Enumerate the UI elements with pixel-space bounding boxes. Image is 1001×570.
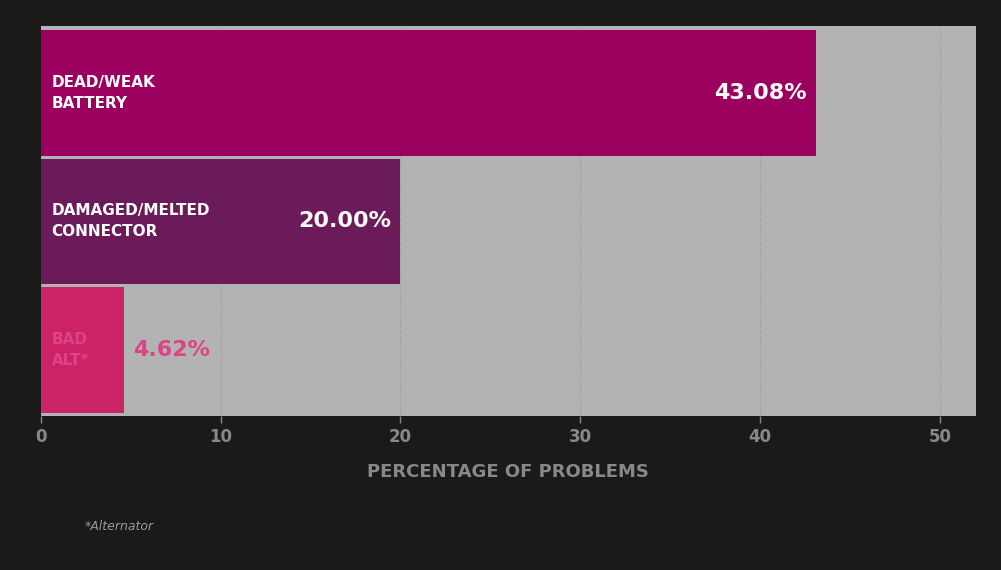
X-axis label: PERCENTAGE OF PROBLEMS: PERCENTAGE OF PROBLEMS [367,463,650,481]
Bar [41,287,124,413]
Text: 43.08%: 43.08% [714,83,807,103]
Text: *Alternator: *Alternator [85,520,154,533]
Bar [41,158,400,284]
Text: 20.00%: 20.00% [298,211,391,231]
Text: BAD
ALT*: BAD ALT* [52,332,89,368]
Text: 4.62%: 4.62% [133,340,210,360]
Text: DEAD/WEAK
BATTERY: DEAD/WEAK BATTERY [52,75,155,111]
Text: DAMAGED/MELTED
CONNECTOR: DAMAGED/MELTED CONNECTOR [52,203,210,239]
Bar [41,30,816,156]
